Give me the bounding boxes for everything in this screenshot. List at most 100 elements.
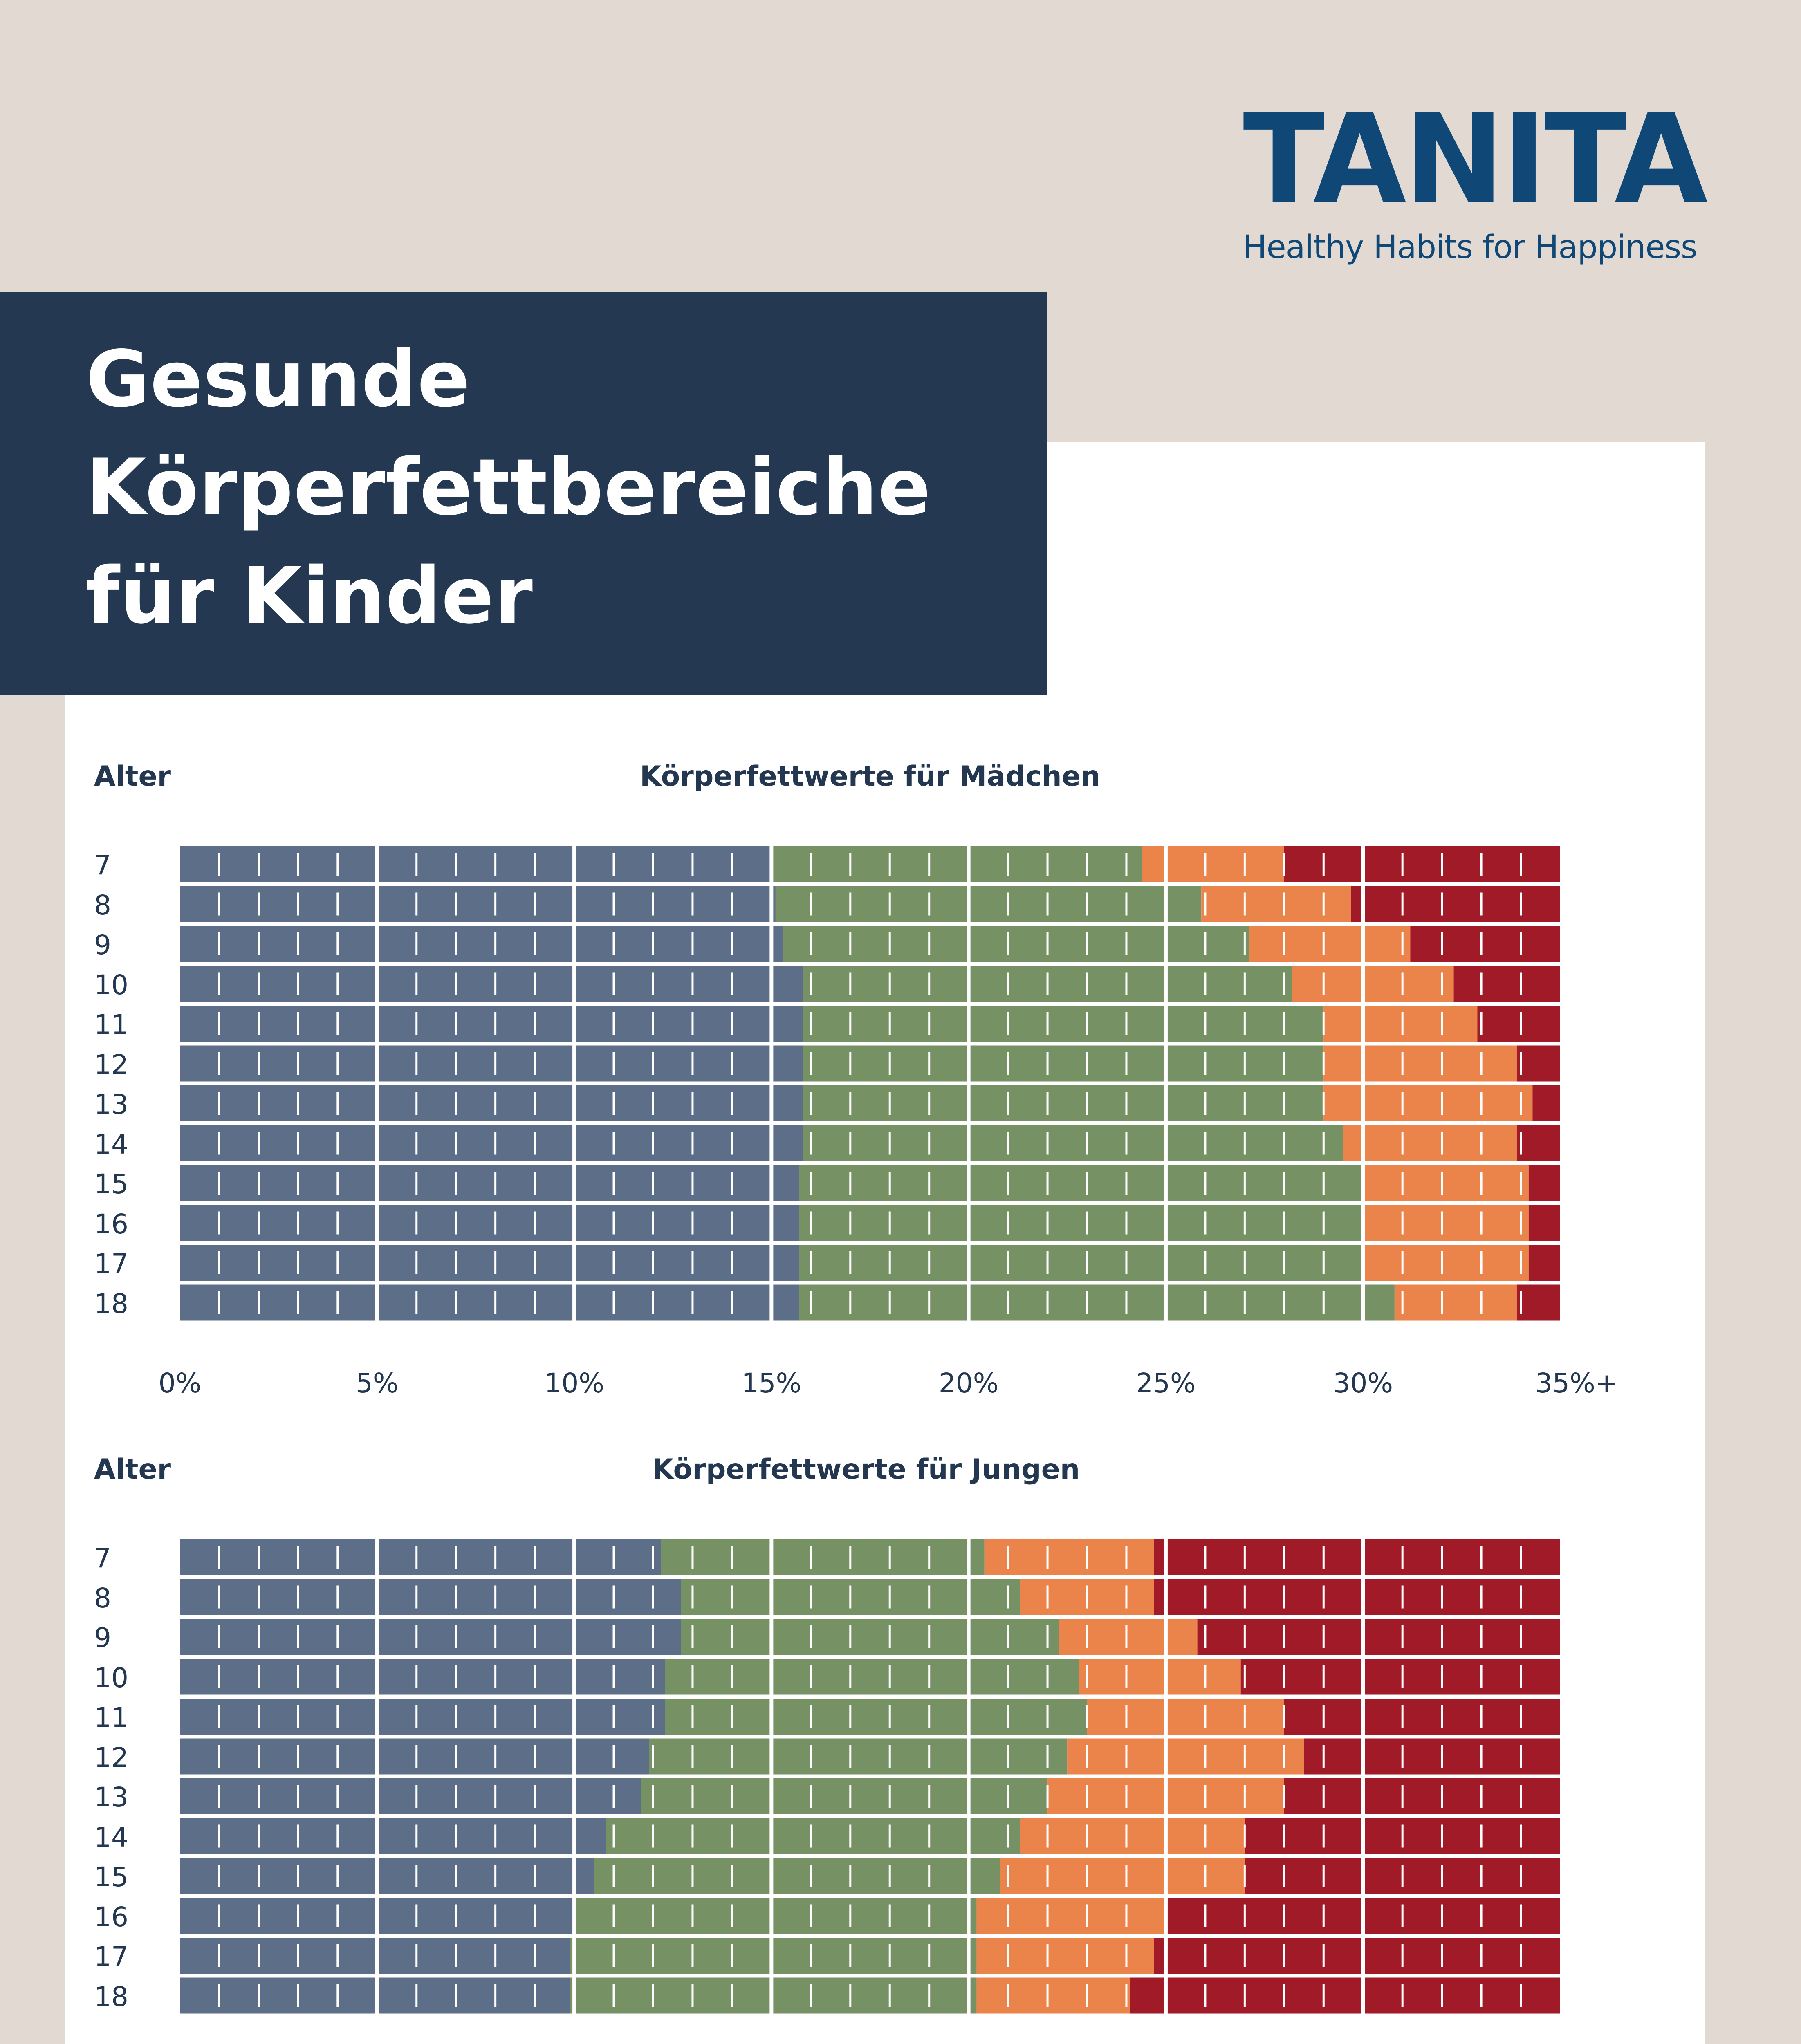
logo-tagline: Healthy Habits for Happiness (1243, 229, 1698, 266)
girls-bar-segment-zu_niedrig-age-16 (180, 1205, 799, 1241)
boys-bar-segment-zu_niedrig-age-14 (180, 1818, 606, 1854)
x-tick-label: 20% (938, 1367, 999, 1399)
girls-bar-segment-uebergewichtig-age-17 (1528, 1245, 1560, 1281)
age-label: 8 (94, 889, 111, 921)
boys-bar-segment-gesund-age-17 (570, 1938, 977, 1974)
age-label: 15 (94, 1861, 128, 1893)
boys-bar-segment-uebergewichtig-age-10 (1240, 1659, 1560, 1695)
boys-bar-segment-zu_niedrig-age-12 (180, 1738, 649, 1775)
girls-bar-segment-uebergewichtig-age-15 (1528, 1165, 1560, 1201)
girls-bar-segment-zu_hoch-age-16 (1363, 1205, 1529, 1241)
row-separator (178, 1042, 1562, 1046)
girls-bar-segment-zu_niedrig-age-14 (180, 1125, 803, 1161)
boys-bar-segment-zu_niedrig-age-7 (180, 1539, 661, 1575)
age-label: 18 (94, 1981, 128, 2013)
girls-bar-segment-zu_niedrig-age-18 (180, 1284, 799, 1321)
row-separator (178, 842, 1562, 846)
girls-bar-segment-zu_hoch-age-13 (1323, 1085, 1533, 1121)
girls-bar-segment-uebergewichtig-age-11 (1477, 1006, 1560, 1042)
girls-chart-title: Körperfettwerte für Mädchen (640, 760, 1101, 793)
age-label: 11 (94, 1009, 128, 1040)
page-title: Gesunde Körperfettbereiche für Kinder (86, 325, 931, 650)
boys-bar-segment-gesund-age-14 (606, 1818, 1020, 1854)
row-separator (178, 2013, 1562, 2017)
boys-bar-segment-zu_hoch-age-12 (1067, 1738, 1304, 1775)
x-tick-label: 5% (355, 1367, 399, 1399)
girls-bar-segment-zu_hoch-age-7 (1142, 846, 1284, 882)
girls-bar-segment-uebergewichtig-age-10 (1453, 966, 1560, 1002)
age-label: 16 (94, 1208, 128, 1240)
boys-bar-segment-zu_hoch-age-15 (1000, 1858, 1245, 1894)
girls-bar-segment-zu_niedrig-age-12 (180, 1045, 803, 1082)
row-separator (178, 882, 1562, 886)
girls-bar-segment-zu_niedrig-age-8 (180, 886, 776, 922)
age-label: 16 (94, 1901, 128, 1933)
tanita-logo: TANITA Healthy Habits for Happiness (1243, 98, 1717, 266)
boys-bar-segment-gesund-age-10 (665, 1659, 1079, 1695)
age-label: 13 (94, 1782, 128, 1813)
girls-bar-segment-zu_hoch-age-14 (1343, 1125, 1517, 1161)
boys-bar-segment-gesund-age-7 (661, 1539, 985, 1575)
age-label: 10 (94, 1662, 128, 1694)
row-separator (178, 1894, 1562, 1898)
row-separator (178, 1934, 1562, 1938)
x-tick-label: 35%+ (1535, 1367, 1618, 1399)
girls-bar-segment-gesund-age-18 (799, 1284, 1395, 1321)
boys-bar-segment-zu_niedrig-age-17 (180, 1938, 570, 1974)
boys-bar-segment-zu_niedrig-age-11 (180, 1699, 665, 1735)
x-tick-label: 10% (544, 1367, 604, 1399)
x-tick-label: 0% (158, 1367, 202, 1399)
age-label: 12 (94, 1741, 128, 1773)
row-separator (178, 1281, 1562, 1285)
boys-bar-segment-gesund-age-13 (641, 1778, 1048, 1814)
girls-bar-segment-zu_hoch-age-10 (1292, 966, 1454, 1002)
boys-bar-segment-uebergewichtig-age-17 (1154, 1938, 1560, 1974)
boys-y-axis-label: Alter (94, 1453, 171, 1486)
girls-bar-segment-zu_hoch-age-8 (1201, 886, 1351, 922)
row-separator (178, 1121, 1562, 1125)
boys-bar-segment-zu_niedrig-age-10 (180, 1659, 665, 1695)
boys-bar-segment-zu_hoch-age-14 (1020, 1818, 1245, 1854)
boys-bar-segment-gesund-age-11 (665, 1699, 1087, 1735)
girls-bar-segment-zu_niedrig-age-9 (180, 926, 783, 962)
girls-bar-segment-uebergewichtig-age-8 (1351, 886, 1560, 922)
age-label: 10 (94, 969, 128, 1001)
girls-bar-segment-gesund-age-15 (799, 1165, 1363, 1201)
girls-bar-segment-zu_hoch-age-18 (1394, 1284, 1517, 1321)
row-separator (178, 1694, 1562, 1699)
boys-bar-segment-zu_hoch-age-18 (976, 1977, 1130, 2014)
logo-wordmark: TANITA (1243, 88, 1708, 231)
row-separator (178, 1201, 1562, 1205)
girls-bar-segment-uebergewichtig-age-9 (1410, 926, 1560, 962)
age-label: 15 (94, 1168, 128, 1200)
girls-bar-segment-zu_hoch-age-9 (1248, 926, 1411, 962)
girls-bar-segment-gesund-age-9 (783, 926, 1249, 962)
row-separator (178, 1655, 1562, 1659)
girls-bar-segment-gesund-age-14 (803, 1125, 1343, 1161)
boys-bar-segment-zu_hoch-age-16 (976, 1898, 1166, 1934)
row-separator (178, 1854, 1562, 1858)
row-separator (178, 1161, 1562, 1165)
age-label: 9 (94, 929, 111, 961)
boys-bar-segment-gesund-age-18 (570, 1977, 977, 2014)
girls-bar-segment-uebergewichtig-age-18 (1516, 1284, 1560, 1321)
boys-bar-segment-gesund-age-9 (681, 1619, 1059, 1655)
age-label: 17 (94, 1248, 128, 1280)
boys-bar-segment-zu_niedrig-age-8 (180, 1579, 681, 1615)
age-label: 7 (94, 849, 111, 881)
boys-bar-segment-gesund-age-15 (594, 1858, 1000, 1894)
boys-bar-segment-uebergewichtig-age-12 (1304, 1738, 1560, 1775)
boys-bar-segment-uebergewichtig-age-7 (1154, 1539, 1560, 1575)
girls-bar-segment-uebergewichtig-age-14 (1516, 1125, 1560, 1161)
row-separator (178, 1575, 1562, 1579)
title-banner: Gesunde Körperfettbereiche für Kinder (0, 292, 1047, 695)
girls-bar-segment-uebergewichtig-age-12 (1516, 1045, 1560, 1082)
girls-bar-segment-zu_hoch-age-17 (1363, 1245, 1529, 1281)
x-tick-label: 25% (1136, 1367, 1196, 1399)
girls-bar-segment-zu_niedrig-age-15 (180, 1165, 799, 1201)
boys-bar-segment-zu_niedrig-age-9 (180, 1619, 681, 1655)
row-separator (178, 1002, 1562, 1006)
girls-bar-segment-zu_hoch-age-11 (1323, 1006, 1478, 1042)
boys-bar-segment-gesund-age-12 (649, 1738, 1068, 1775)
age-label: 14 (94, 1128, 128, 1160)
